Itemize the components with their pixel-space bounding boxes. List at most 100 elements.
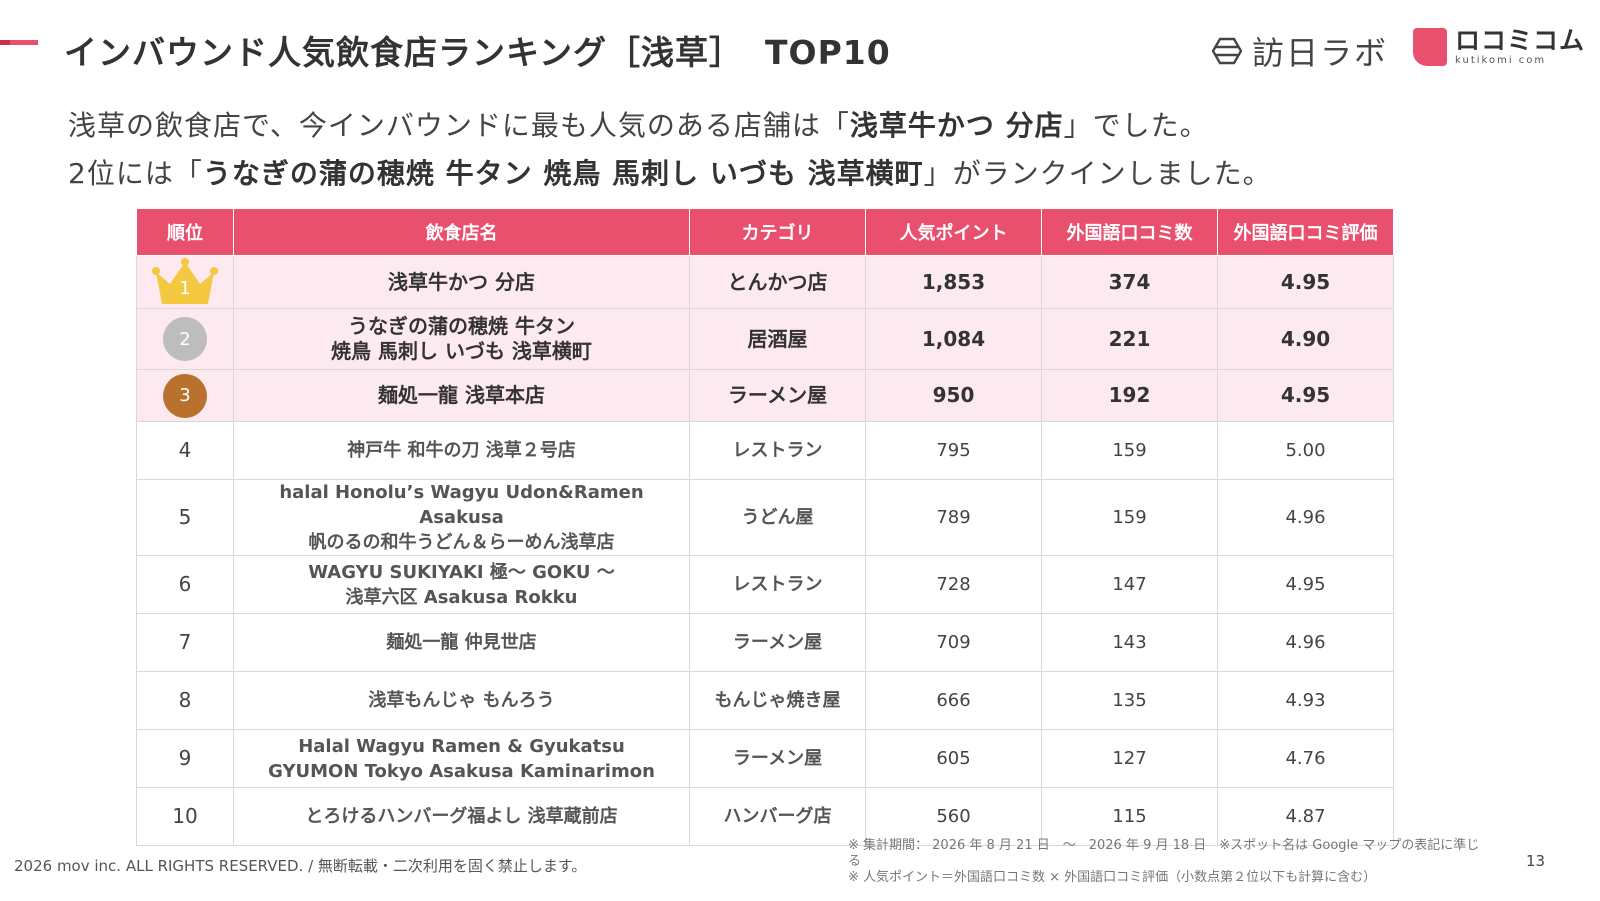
rating-cell: 4.76 [1217,729,1394,788]
lead-line-2-pre: 2位には「 [68,157,203,190]
footnote-period: ※ 集計期間： 2026 年 8 月 21 日 ～ 2026 年 9 月 18 … [848,838,1480,869]
category-cell: レストラン [689,555,866,614]
points-cell: 1,084 [865,308,1042,370]
rank-cell: 5 [136,479,234,556]
table-header-row: 順位 飲食店名 カテゴリ 人気ポイント 外国語口コミ数 外国語口コミ評価 [136,208,1394,256]
restaurant-name-line-2: 帆のるの和牛うどん＆らーめん浅草店 [308,532,615,553]
category-cell: 居酒屋 [689,308,866,370]
table-row: 10 とろけるハンバーグ福よし 浅草蔵前店 ハンバーグ店 560 115 4.8… [136,787,1394,846]
category-cell: ラーメン屋 [689,613,866,672]
restaurant-name: とろけるハンバーグ福よし 浅草蔵前店 [233,787,690,846]
rank-cell: 3 [136,369,234,422]
rank-cell: 2 [136,308,234,370]
restaurant-name-line-1: とろけるハンバーグ福よし 浅草蔵前店 [305,806,618,827]
review-count-cell: 221 [1041,308,1218,370]
category-cell: ラーメン屋 [689,369,866,422]
review-count-cell: 127 [1041,729,1218,788]
gold-crown-icon: 1 [152,258,218,306]
restaurant-name-line-2: 浅草六区 Asakusa Rokku [345,586,578,608]
footnote-points-formula: ※ 人気ポイント＝外国語口コミ数 × 外国語口コミ評価（小数点第２位以下も計算に… [848,870,1377,884]
restaurant-name-line-1: 浅草牛かつ 分店 [388,269,535,294]
restaurant-name: 麺処一龍 浅草本店 [233,369,690,422]
table-row: 9 Halal Wagyu Ramen & Gyukatsu GYUMON To… [136,729,1394,788]
kutikomi-logo-text: ロコミコム [1455,26,1586,55]
copyright-notice: 2026 mov inc. ALL RIGHTS RESERVED. / 無断転… [14,857,587,875]
lead-line-2-post: 」がランクインしました。 [923,157,1272,190]
restaurant-name-line-1: 麺処一龍 浅草本店 [378,383,545,407]
page-title-text: インバウンド人気飲食店ランキング［浅草］ [64,33,744,72]
restaurant-name-line-1: 浅草もんじゃ もんろう [368,690,555,711]
restaurant-name: うなぎの蒲の穂焼 牛タン 焼鳥 馬刺し いづも 浅草横町 [233,308,690,370]
lead-line-1-pre: 浅草の飲食店で、今インバウンドに最も人気のある店舗は「 [68,109,850,142]
bronze-medal-icon: 3 [163,373,207,418]
header-popularity-points: 人気ポイント [865,208,1042,256]
category-cell: うどん屋 [689,479,866,556]
page-title-top: TOP10 [765,33,891,72]
restaurant-name-line-1: 麺処一龍 仲見世店 [386,632,537,653]
header-restaurant-name: 飲食店名 [233,208,690,256]
review-count-cell: 159 [1041,421,1218,480]
rank-cell: 6 [136,555,234,614]
restaurant-name: Halal Wagyu Ramen & Gyukatsu GYUMON Toky… [233,729,690,788]
rank-cell: 7 [136,613,234,672]
review-count-cell: 374 [1041,255,1218,309]
points-cell: 950 [865,369,1042,422]
points-cell: 709 [865,613,1042,672]
category-cell: ラーメン屋 [689,729,866,788]
header-foreign-review-rating: 外国語口コミ評価 [1217,208,1394,256]
lead-line-1-highlight: 浅草牛かつ 分店 [849,109,1064,142]
rank-cell: 4 [136,421,234,480]
rating-cell: 4.93 [1217,671,1394,730]
points-cell: 666 [865,671,1042,730]
rank-number: 1 [179,278,191,299]
restaurant-name: 麺処一龍 仲見世店 [233,613,690,672]
review-count-cell: 115 [1041,787,1218,846]
rank-cell: 10 [136,787,234,846]
kutikomi-logo-subtext: kutikomi com [1455,55,1547,66]
header-category: カテゴリ [689,208,866,256]
houniti-lab-logo-icon [1212,37,1242,65]
review-count-cell: 192 [1041,369,1218,422]
rating-cell: 4.95 [1217,369,1394,422]
table-row: 2 うなぎの蒲の穂焼 牛タン 焼鳥 馬刺し いづも 浅草横町 居酒屋 1,084… [136,308,1394,370]
category-cell: とんかつ店 [689,255,866,309]
title-accent-bar [0,40,38,45]
rating-cell: 5.00 [1217,421,1394,480]
points-cell: 605 [865,729,1042,788]
rating-cell: 4.87 [1217,787,1394,846]
footnotes: ※ 集計期間： 2026 年 8 月 21 日 ～ 2026 年 9 月 18 … [848,838,1488,884]
rank-cell: 9 [136,729,234,788]
houniti-lab-logo-text: 訪日ラボ [1252,34,1389,72]
points-cell: 795 [865,421,1042,480]
restaurant-name-line-1: うなぎの蒲の穂焼 牛タン [348,314,575,338]
rank-cell: 1 [136,255,234,309]
page-title: インバウンド人気飲食店ランキング［浅草］ TOP10 [64,26,891,74]
restaurant-name: 浅草もんじゃ もんろう [233,671,690,730]
restaurant-name: WAGYU SUKIYAKI 極〜 GOKU 〜 浅草六区 Asakusa Ro… [233,555,690,614]
review-count-cell: 135 [1041,671,1218,730]
header-rank: 順位 [136,208,234,256]
review-count-cell: 143 [1041,613,1218,672]
review-count-cell: 159 [1041,479,1218,556]
restaurant-name: 浅草牛かつ 分店 [233,255,690,309]
ranking-table: 順位 飲食店名 カテゴリ 人気ポイント 外国語口コミ数 外国語口コミ評価 1 [136,208,1394,846]
page-number: 13 [1526,852,1546,870]
table-row: 6 WAGYU SUKIYAKI 極〜 GOKU 〜 浅草六区 Asakusa … [136,555,1394,614]
restaurant-name: halal Honolu’s Wagyu Udon&Ramen Asakusa … [233,479,690,556]
points-cell: 1,853 [865,255,1042,309]
table-row: 8 浅草もんじゃ もんろう もんじゃ焼き屋 666 135 4.93 [136,671,1394,730]
table-row: 3 麺処一龍 浅草本店 ラーメン屋 950 192 4.95 [136,369,1394,422]
points-cell: 728 [865,555,1042,614]
lead-line-1-post: 」でした。 [1063,109,1209,142]
rating-cell: 4.96 [1217,613,1394,672]
points-cell: 789 [865,479,1042,556]
restaurant-name-line-2: 焼鳥 馬刺し いづも 浅草横町 [331,339,592,363]
restaurant-name-line-2: GYUMON Tokyo Asakusa Kaminarimon [268,760,655,782]
restaurant-name-line-1: Halal Wagyu Ramen & Gyukatsu [298,735,625,757]
rating-cell: 4.90 [1217,308,1394,370]
header-foreign-review-count: 外国語口コミ数 [1041,208,1218,256]
rating-cell: 4.95 [1217,255,1394,309]
restaurant-name: 神戸牛 和牛の刀 浅草２号店 [233,421,690,480]
restaurant-name-line-1: 神戸牛 和牛の刀 浅草２号店 [347,440,576,461]
restaurant-name-line-1: halal Honolu’s Wagyu Udon&Ramen Asakusa [279,482,644,528]
